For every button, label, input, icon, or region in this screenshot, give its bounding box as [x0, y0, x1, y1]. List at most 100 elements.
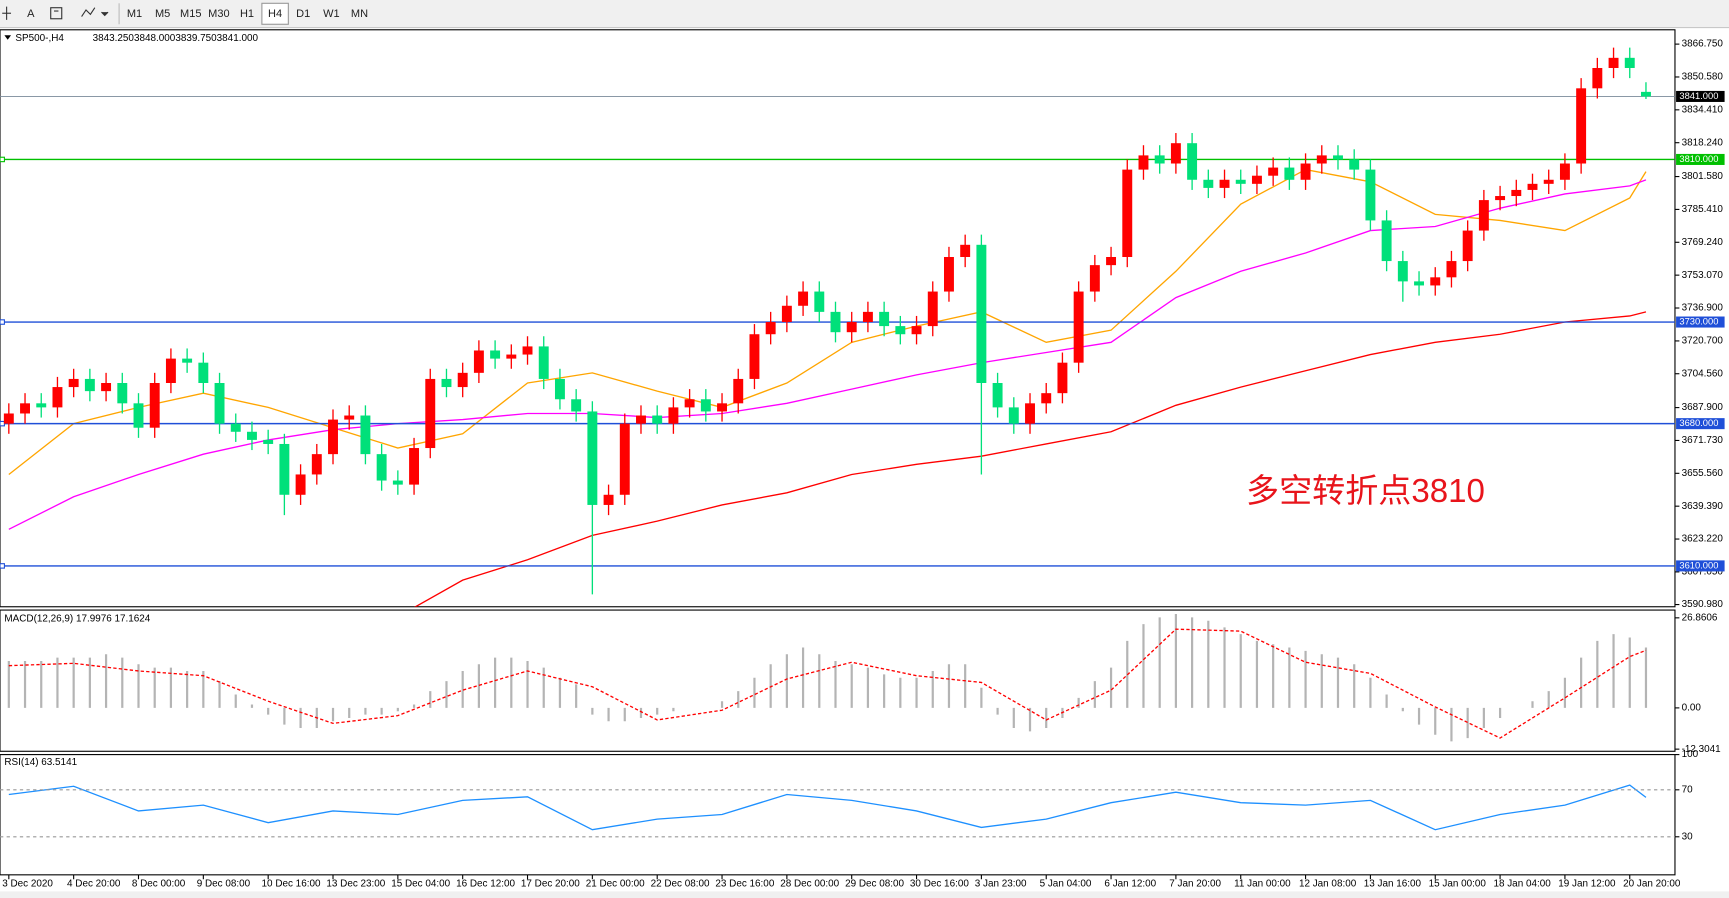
y-tick-label: 3785.410: [1682, 204, 1724, 215]
x-tick-label: 13 Dec 23:00: [326, 878, 385, 889]
candle-body: [230, 423, 241, 432]
x-tick-label: 28 Dec 00:00: [780, 878, 839, 889]
x-tick-label: 23 Dec 16:00: [715, 878, 774, 889]
candle-body: [571, 399, 582, 412]
candle-body: [652, 415, 663, 424]
level-label: 3610.000: [1679, 560, 1718, 570]
candle-body: [1170, 143, 1181, 164]
chart-title: SP500-,H4: [15, 33, 64, 44]
y-tick-label: 3736.900: [1682, 303, 1724, 314]
candle-body: [149, 383, 160, 428]
level-label: 3730.000: [1679, 316, 1718, 326]
timeframe-button[interactable]: D1: [296, 8, 310, 20]
x-tick-label: 15 Jan 00:00: [1429, 878, 1487, 889]
candle-body: [1495, 196, 1506, 201]
candle-body: [538, 346, 549, 379]
candle-body: [1397, 261, 1408, 282]
plot-area: [7, 614, 1648, 742]
y-tick-label: 3753.070: [1682, 270, 1724, 281]
candle-body: [409, 448, 420, 485]
candle-body: [814, 291, 825, 312]
candle-body: [1478, 200, 1489, 231]
candle-body: [1608, 57, 1619, 68]
text-tool[interactable]: A: [27, 8, 35, 20]
candle-body: [603, 494, 614, 505]
plot-area: [8, 784, 1647, 831]
candle-body: [895, 326, 906, 335]
x-tick-label: 18 Jan 04:00: [1493, 878, 1551, 889]
timeframe-button[interactable]: H4: [268, 8, 282, 20]
candle-body: [781, 305, 792, 323]
y-tick-label: 3769.240: [1682, 237, 1724, 248]
level-handle[interactable]: [0, 420, 5, 427]
candle-body: [1641, 91, 1651, 97]
timeframe-bar: A M1 M5 M15 M30 H1 H4 D1 W1 MN: [27, 2, 368, 25]
candle-body: [1511, 189, 1522, 197]
candle-body: [1138, 155, 1149, 170]
candle-body: [3, 413, 14, 424]
candle-body: [1203, 179, 1214, 188]
candle-body: [1154, 155, 1165, 164]
candle-body: [1008, 407, 1019, 424]
y-tick-label: -12.3041: [1682, 744, 1722, 755]
candle-body: [1462, 230, 1473, 262]
macd-panel: [0, 609, 1676, 752]
candle-body: [1235, 179, 1246, 184]
candle-body: [976, 244, 987, 384]
current-price-label: 3841.000: [1679, 91, 1718, 101]
level-handle[interactable]: [0, 319, 5, 325]
candle-body: [830, 311, 841, 333]
timeframe-button[interactable]: M5: [155, 8, 170, 20]
candle-body: [1106, 256, 1117, 266]
timeframe-button[interactable]: M15: [180, 8, 201, 20]
x-tick-label: 4 Dec 20:00: [67, 878, 121, 889]
level-handle[interactable]: [0, 563, 5, 569]
ohlc-value: 3843.250: [93, 33, 135, 44]
candle-body: [944, 256, 954, 292]
candle-body: [1559, 163, 1570, 180]
plot-area: [0, 47, 1675, 607]
candle-body: [636, 415, 646, 424]
candle-body: [311, 454, 322, 475]
x-tick-label: 16 Dec 12:00: [456, 878, 515, 889]
level-handle[interactable]: [0, 156, 5, 163]
timeframe-button[interactable]: W1: [323, 8, 340, 20]
candle-body: [279, 443, 290, 495]
candle-body: [52, 387, 63, 408]
y-tick-label: 100: [1682, 749, 1699, 760]
candle-body: [992, 383, 1003, 408]
rsi-panel: [0, 754, 1676, 876]
candle-body: [441, 378, 452, 388]
timeframe-button[interactable]: MN: [351, 8, 368, 20]
level-label-box: [1676, 153, 1725, 165]
symbol-dropdown[interactable]: [4, 35, 12, 40]
current-price-box: [1676, 90, 1725, 102]
x-tick-label: 11 Jan 00:00: [1234, 878, 1291, 889]
y-tick-label: 3818.240: [1682, 137, 1724, 148]
y-tick-label: 3866.750: [1682, 39, 1724, 50]
candle-body: [182, 358, 193, 363]
indicator-line: [414, 311, 1647, 607]
timeframe-button[interactable]: M1: [127, 8, 142, 20]
timeframe-button[interactable]: H1: [240, 8, 254, 20]
y-tick-label: 3639.390: [1682, 501, 1724, 512]
x-tick-label: 3 Jan 23:00: [975, 878, 1027, 889]
y-tick-label: 26.8606: [1682, 612, 1718, 623]
y-tick-label: 3720.700: [1682, 336, 1724, 347]
candle-body: [587, 411, 598, 505]
candle-body: [1300, 163, 1311, 180]
candle-body: [263, 439, 274, 444]
candle-body: [1268, 167, 1279, 176]
candle-body: [1219, 179, 1230, 188]
tab-strip: [0, 891, 1729, 898]
level-label-box: [1676, 316, 1725, 328]
candle-body: [1624, 57, 1635, 68]
timeframe-button[interactable]: M30: [208, 8, 229, 20]
x-tick-label: 19 Jan 12:00: [1558, 878, 1616, 889]
candle-body: [554, 378, 565, 400]
candle-body: [328, 419, 338, 455]
candle-body: [214, 383, 225, 424]
x-tick-label: 22 Dec 08:00: [651, 878, 710, 889]
